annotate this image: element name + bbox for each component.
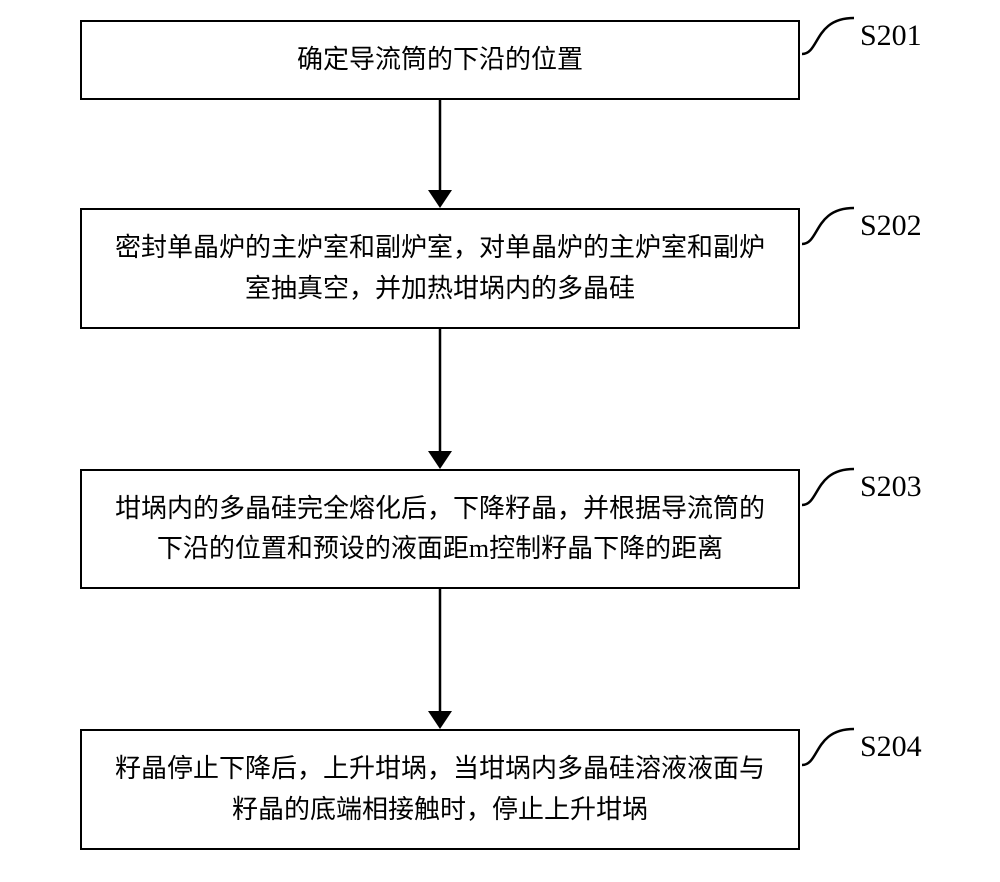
step-label-wrap: S201 [800,14,940,58]
connector-curve [800,725,856,769]
arrow-connector [80,329,800,469]
step-label: S202 [860,209,922,243]
step-label-wrap: S203 [800,465,940,509]
step-row-s201: 确定导流筒的下沿的位置 S201 [60,20,940,100]
flowchart-container: 确定导流筒的下沿的位置 S201 密封单晶炉的主炉室和副炉室，对单晶炉的主炉室和… [60,20,940,850]
connector-curve [800,204,856,248]
arrow-connector [80,100,800,208]
step-text: 籽晶停止下降后，上升坩埚，当坩埚内多晶硅溶液液面与籽晶的底端相接触时，停止上升坩… [106,749,774,830]
step-label-wrap: S204 [800,725,940,769]
arrow-connector [80,589,800,729]
step-box: 坩埚内的多晶硅完全熔化后，下降籽晶，并根据导流筒的下沿的位置和预设的液面距m控制… [80,469,800,590]
step-text: 密封单晶炉的主炉室和副炉室，对单晶炉的主炉室和副炉室抽真空，并加热坩埚内的多晶硅 [106,228,774,309]
step-label: S203 [860,470,922,504]
connector-curve [800,465,856,509]
connector-curve [800,14,856,58]
down-arrow [425,100,455,208]
down-arrow [425,589,455,729]
down-arrow [425,329,455,469]
step-text: 坩埚内的多晶硅完全熔化后，下降籽晶，并根据导流筒的下沿的位置和预设的液面距m控制… [106,489,774,570]
step-box: 籽晶停止下降后，上升坩埚，当坩埚内多晶硅溶液液面与籽晶的底端相接触时，停止上升坩… [80,729,800,850]
step-box: 确定导流筒的下沿的位置 [80,20,800,100]
step-row-s202: 密封单晶炉的主炉室和副炉室，对单晶炉的主炉室和副炉室抽真空，并加热坩埚内的多晶硅… [60,208,940,329]
step-row-s204: 籽晶停止下降后，上升坩埚，当坩埚内多晶硅溶液液面与籽晶的底端相接触时，停止上升坩… [60,729,940,850]
step-box: 密封单晶炉的主炉室和副炉室，对单晶炉的主炉室和副炉室抽真空，并加热坩埚内的多晶硅 [80,208,800,329]
step-label: S201 [860,19,922,53]
step-text: 确定导流筒的下沿的位置 [297,40,583,80]
step-label-wrap: S202 [800,204,940,248]
step-label: S204 [860,730,922,764]
step-row-s203: 坩埚内的多晶硅完全熔化后，下降籽晶，并根据导流筒的下沿的位置和预设的液面距m控制… [60,469,940,590]
